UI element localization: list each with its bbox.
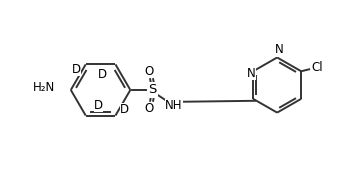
Text: N: N — [275, 43, 284, 56]
Text: O: O — [145, 102, 154, 115]
Text: D: D — [98, 68, 107, 81]
Text: D: D — [72, 63, 81, 76]
Text: H₂N: H₂N — [33, 80, 55, 93]
Text: NH: NH — [165, 99, 183, 112]
Text: O: O — [145, 65, 154, 78]
Text: Cl: Cl — [311, 61, 323, 74]
Text: D: D — [120, 103, 129, 116]
Text: N: N — [247, 67, 256, 80]
Text: D: D — [94, 99, 103, 112]
Text: S: S — [148, 83, 156, 96]
